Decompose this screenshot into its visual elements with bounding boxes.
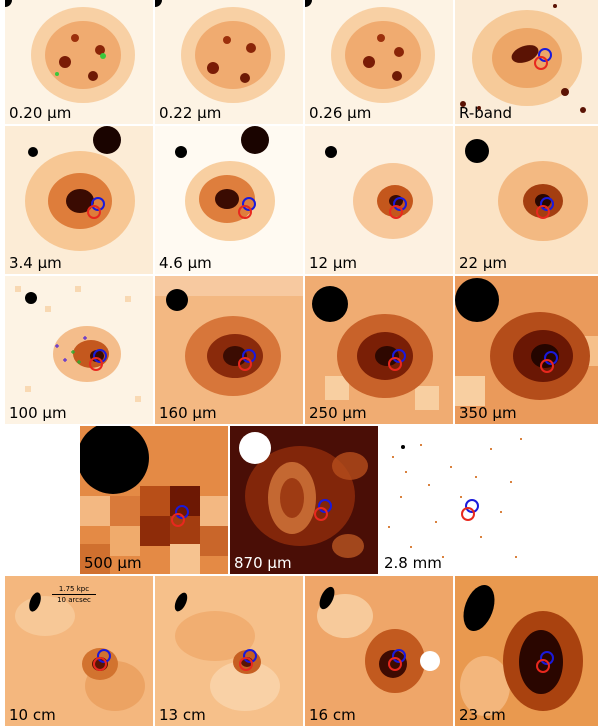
image-250um — [305, 276, 453, 424]
panel-250um: 250 μm — [305, 276, 453, 424]
label-350um: 350 μm — [459, 404, 517, 422]
image-0-26um — [305, 0, 453, 124]
image-r-band — [455, 0, 598, 124]
panel-2-8mm: 2.8 mm — [380, 426, 528, 574]
label-4-6um: 4.6 μm — [159, 254, 212, 272]
image-10cm — [5, 576, 153, 726]
panel-22um: 22 μm — [455, 126, 598, 274]
panel-0-26um: 0.26 μm — [305, 0, 453, 124]
label-0-20um: 0.20 μm — [9, 104, 72, 122]
label-16cm: 16 cm — [309, 706, 356, 724]
image-0-22um — [155, 0, 303, 124]
panel-0-22um: 0.22 μm — [155, 0, 303, 124]
label-12um: 12 μm — [309, 254, 358, 272]
label-160um: 160 μm — [159, 404, 217, 422]
image-500um — [80, 426, 228, 574]
image-23cm — [455, 576, 598, 726]
label-0-22um: 0.22 μm — [159, 104, 222, 122]
panel-350um: 350 μm — [455, 276, 598, 424]
scale-bar: 1.75 kpc 10 arcsec — [52, 585, 96, 604]
label-10cm: 10 cm — [9, 706, 56, 724]
panel-500um: 500 μm — [80, 426, 228, 574]
panel-10cm: 10 cm — [5, 576, 153, 726]
scale-bar-line — [52, 594, 96, 595]
panel-23cm: 23 cm — [455, 576, 598, 726]
label-870um: 870 μm — [234, 554, 292, 572]
scale-bar-angle: 10 arcsec — [57, 596, 91, 604]
image-100um — [5, 276, 153, 424]
panel-100um: 100 μm — [5, 276, 153, 424]
image-22um — [455, 126, 598, 274]
panel-13cm: 13 cm — [155, 576, 303, 726]
image-12um — [305, 126, 453, 274]
panel-16cm: 16 cm — [305, 576, 453, 726]
panel-4-6um: 4.6 μm — [155, 126, 303, 274]
label-0-26um: 0.26 μm — [309, 104, 372, 122]
image-350um — [455, 276, 598, 424]
image-0-20um — [5, 0, 153, 124]
panel-r-band: R-band — [455, 0, 598, 124]
label-r-band: R-band — [459, 104, 512, 122]
image-160um — [155, 276, 303, 424]
label-100um: 100 μm — [9, 404, 67, 422]
panel-12um: 12 μm — [305, 126, 453, 274]
label-500um: 500 μm — [84, 554, 142, 572]
label-23cm: 23 cm — [459, 706, 506, 724]
scale-bar-distance: 1.75 kpc — [58, 585, 90, 593]
panel-3-4um: 3.4 μm — [5, 126, 153, 274]
label-250um: 250 μm — [309, 404, 367, 422]
label-22um: 22 μm — [459, 254, 508, 272]
label-3-4um: 3.4 μm — [9, 254, 62, 272]
panel-870um: 870 μm — [230, 426, 378, 574]
label-2-8mm: 2.8 mm — [384, 554, 442, 572]
image-4-6um — [155, 126, 303, 274]
image-13cm — [155, 576, 303, 726]
panel-160um: 160 μm — [155, 276, 303, 424]
image-870um — [230, 426, 378, 574]
image-2-8mm — [380, 426, 528, 574]
label-13cm: 13 cm — [159, 706, 206, 724]
panel-0-20um: 0.20 μm — [5, 0, 153, 124]
image-16cm — [305, 576, 453, 726]
image-3-4um — [5, 126, 153, 274]
